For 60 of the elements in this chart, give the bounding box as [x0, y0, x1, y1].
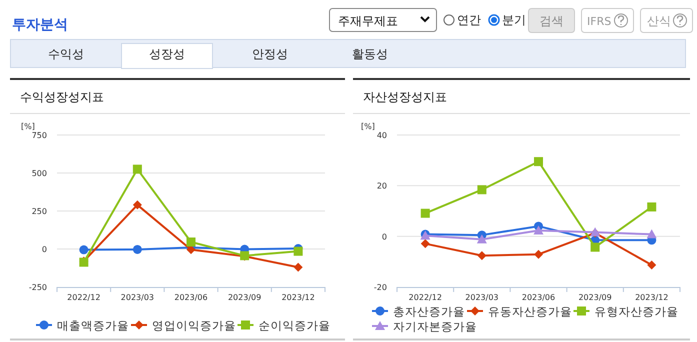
x-tick-label: 2022/12 — [408, 293, 442, 302]
y-tick-label: 20 — [376, 182, 387, 191]
point — [647, 260, 656, 270]
y-tick-label: -20 — [374, 283, 387, 292]
y-tick-label: 0 — [382, 232, 387, 242]
text: 안정성 — [252, 47, 288, 61]
y-axis-title: [%] — [21, 122, 35, 131]
point — [420, 239, 430, 248]
x-tick-label: 2023/03 — [120, 293, 154, 302]
point — [186, 238, 196, 247]
x-tick-label: 2023/12 — [282, 293, 315, 302]
x-tick-label: 2023/12 — [635, 293, 668, 302]
y-tick-label: 250 — [32, 207, 47, 216]
text: 분기 — [502, 13, 526, 27]
text: 검색 — [540, 14, 564, 28]
x-tick-label: 2023/03 — [465, 293, 499, 302]
point — [534, 157, 543, 166]
text: IFRS — [587, 15, 612, 28]
legend-label: 총자산증가율 — [393, 304, 465, 318]
point — [294, 246, 303, 256]
chart-title: 자산성장성지표 — [363, 90, 447, 104]
y-tick-label: 500 — [32, 169, 47, 178]
legend-label: 순이익증가율 — [258, 318, 330, 332]
point — [534, 250, 543, 259]
legend-label: 유형자산증가율 — [594, 304, 678, 318]
text: 성장성 — [149, 47, 185, 61]
x-tick-label: 2023/06 — [522, 293, 556, 302]
chart-title: 수익성장성지표 — [20, 90, 104, 104]
point — [79, 245, 88, 254]
x-tick-label: 2023/09 — [578, 293, 612, 302]
text: 투자분석 — [12, 17, 68, 33]
legend-label: 유동자산증가율 — [488, 304, 572, 318]
text: 연간 — [457, 13, 481, 27]
point — [646, 229, 657, 238]
y-tick-label: -250 — [28, 283, 47, 292]
text: 수익성 — [48, 47, 84, 61]
legend-label: 영업이익증가율 — [152, 318, 236, 332]
point — [477, 185, 486, 194]
point — [132, 164, 142, 174]
legend-label: 매출액증가율 — [57, 318, 129, 332]
point — [647, 202, 656, 212]
point — [590, 242, 600, 252]
text: 산식 — [647, 14, 671, 28]
point — [294, 262, 303, 272]
y-tick-label: 0 — [42, 245, 47, 254]
point — [132, 200, 142, 210]
text: 주재무제표 — [338, 14, 398, 28]
point — [420, 208, 430, 218]
y-tick-label: 40 — [376, 131, 387, 140]
x-tick-label: 2023/09 — [228, 293, 262, 302]
point — [534, 226, 544, 235]
point — [476, 234, 487, 244]
text: 활동성 — [352, 47, 388, 61]
point — [477, 251, 486, 260]
x-tick-label: 2023/06 — [174, 293, 208, 302]
legend-label: 자기자본증가율 — [393, 320, 477, 334]
point — [132, 244, 142, 254]
y-axis-title: [%] — [361, 122, 375, 131]
x-tick-label: 2022/12 — [67, 293, 100, 302]
y-tick-label: 750 — [32, 131, 47, 140]
